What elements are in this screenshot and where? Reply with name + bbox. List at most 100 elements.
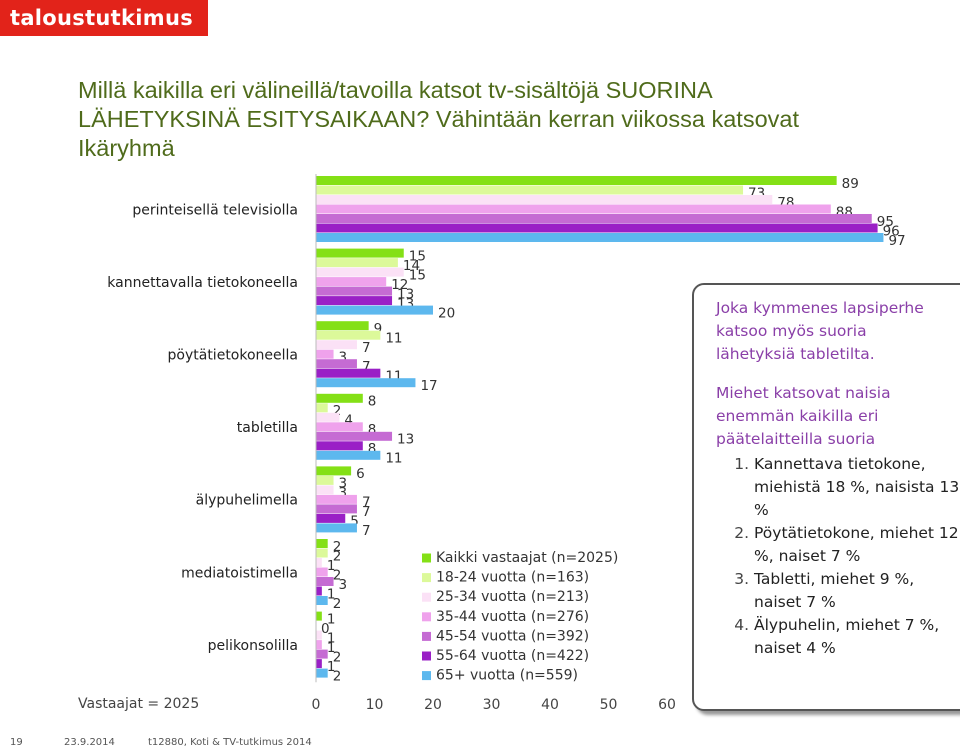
bar — [316, 466, 352, 476]
y-tick-label: älypuhelimella — [196, 493, 298, 509]
x-tick-label: 60 — [658, 697, 676, 713]
data-label: 1 — [327, 611, 336, 627]
legend-label: 35-44 vuotta (n=276) — [436, 609, 589, 625]
legend-swatch — [422, 592, 431, 602]
bar — [316, 258, 398, 268]
x-tick-label: 30 — [483, 697, 501, 713]
data-label: 4 — [344, 413, 353, 429]
data-label: 3 — [339, 577, 348, 593]
data-label: 1 — [327, 640, 336, 656]
text-box: Joka kymmenes lapsiperhe katsoo myös suo… — [692, 283, 960, 711]
source: t12880, Koti & TV-tutkimus 2014 — [148, 737, 312, 748]
data-label: 2 — [333, 596, 342, 612]
bar — [316, 321, 369, 331]
bar — [316, 204, 831, 214]
y-tick-label: tabletilla — [237, 420, 298, 436]
bar — [316, 668, 328, 678]
legend-label: Kaikki vastaajat (n=2025) — [436, 550, 618, 566]
bar — [316, 450, 381, 460]
bar — [316, 267, 404, 277]
bar — [316, 649, 328, 659]
bar — [316, 475, 334, 485]
paragraph: Joka kymmenes lapsiperhe katsoo myös suo… — [716, 299, 924, 363]
list-item: Kannettava tietokone, miehistä 18 %, nai… — [754, 453, 960, 522]
bar — [316, 431, 393, 441]
legend-swatch — [422, 651, 431, 661]
bar — [316, 277, 387, 287]
data-label: 15 — [409, 248, 426, 264]
legend-swatch — [422, 631, 431, 641]
bar — [316, 176, 837, 185]
title-line: Millä kaikilla eri välineillä/tavoilla k… — [78, 77, 713, 103]
data-label: 3 — [339, 485, 348, 501]
bar — [316, 330, 381, 340]
data-label: 97 — [888, 233, 905, 249]
bar — [316, 359, 357, 369]
bar — [316, 567, 328, 577]
data-label: 0 — [321, 621, 330, 637]
data-label: 3 — [339, 349, 348, 365]
bar — [316, 494, 357, 504]
data-label: 12 — [391, 277, 408, 293]
x-tick-label: 10 — [366, 697, 384, 713]
data-label: 17 — [420, 378, 437, 394]
data-label: 11 — [385, 451, 402, 467]
data-label: 2 — [333, 668, 342, 684]
data-label: 2 — [333, 403, 342, 419]
bar — [316, 659, 322, 669]
bar — [316, 412, 340, 422]
legend-swatch — [422, 612, 431, 622]
bar — [316, 368, 381, 378]
bar — [316, 340, 357, 350]
data-label: 7 — [362, 340, 371, 356]
data-label: 5 — [350, 514, 359, 530]
data-label: 13 — [397, 286, 414, 302]
data-label: 7 — [362, 359, 371, 375]
y-tick-label: kannettavalla tietokoneella — [107, 275, 298, 291]
y-tick-label: perinteisellä televisiolla — [132, 202, 298, 218]
bar — [316, 586, 322, 596]
date: 23.9.2014 — [64, 737, 115, 748]
legend-swatch — [422, 573, 431, 583]
bar — [316, 485, 334, 495]
x-tick-label: 20 — [424, 697, 442, 713]
data-label: 7 — [362, 504, 371, 520]
bar — [316, 596, 328, 605]
bar — [316, 539, 328, 548]
data-label: 3 — [339, 476, 348, 492]
data-label: 95 — [877, 214, 894, 230]
data-label: 1 — [327, 558, 336, 574]
bar — [316, 393, 363, 403]
bar — [316, 403, 328, 413]
legend-label: 25-34 vuotta (n=213) — [436, 589, 589, 605]
data-label: 7 — [362, 523, 371, 539]
data-label: 2 — [333, 539, 342, 555]
legend-swatch — [422, 671, 431, 681]
legend-label: 55-64 vuotta (n=422) — [436, 648, 589, 664]
bar — [316, 523, 357, 533]
bar — [316, 378, 416, 388]
x-tick-label: 40 — [541, 697, 559, 713]
title-line: LÄHETYKSINÄ ESITYSAIKAAN? Vähintään kerr… — [78, 106, 799, 132]
data-label: 8 — [368, 422, 377, 438]
y-tick-label: pelikonsolilla — [208, 638, 298, 654]
x-tick-label: 50 — [600, 697, 618, 713]
data-label: 96 — [883, 223, 900, 239]
bar — [316, 422, 363, 432]
data-label: 1 — [327, 586, 336, 602]
bar — [316, 195, 773, 204]
list-item: Älypuhelin, miehet 7 %, naiset 4 % — [754, 614, 960, 660]
data-label: 8 — [368, 441, 377, 457]
data-label: 20 — [438, 305, 455, 321]
bar — [316, 214, 872, 223]
data-label: 9 — [374, 321, 383, 337]
bar — [316, 548, 328, 558]
list-item: Tabletti, miehet 9 %, naiset 7 % — [754, 568, 960, 614]
data-label: 89 — [842, 176, 859, 192]
data-label: 1 — [327, 659, 336, 675]
logo: taloustutkimus oy — [0, 0, 208, 66]
data-label: 2 — [333, 649, 342, 665]
data-label: 13 — [397, 432, 414, 448]
data-label: 7 — [362, 495, 371, 511]
